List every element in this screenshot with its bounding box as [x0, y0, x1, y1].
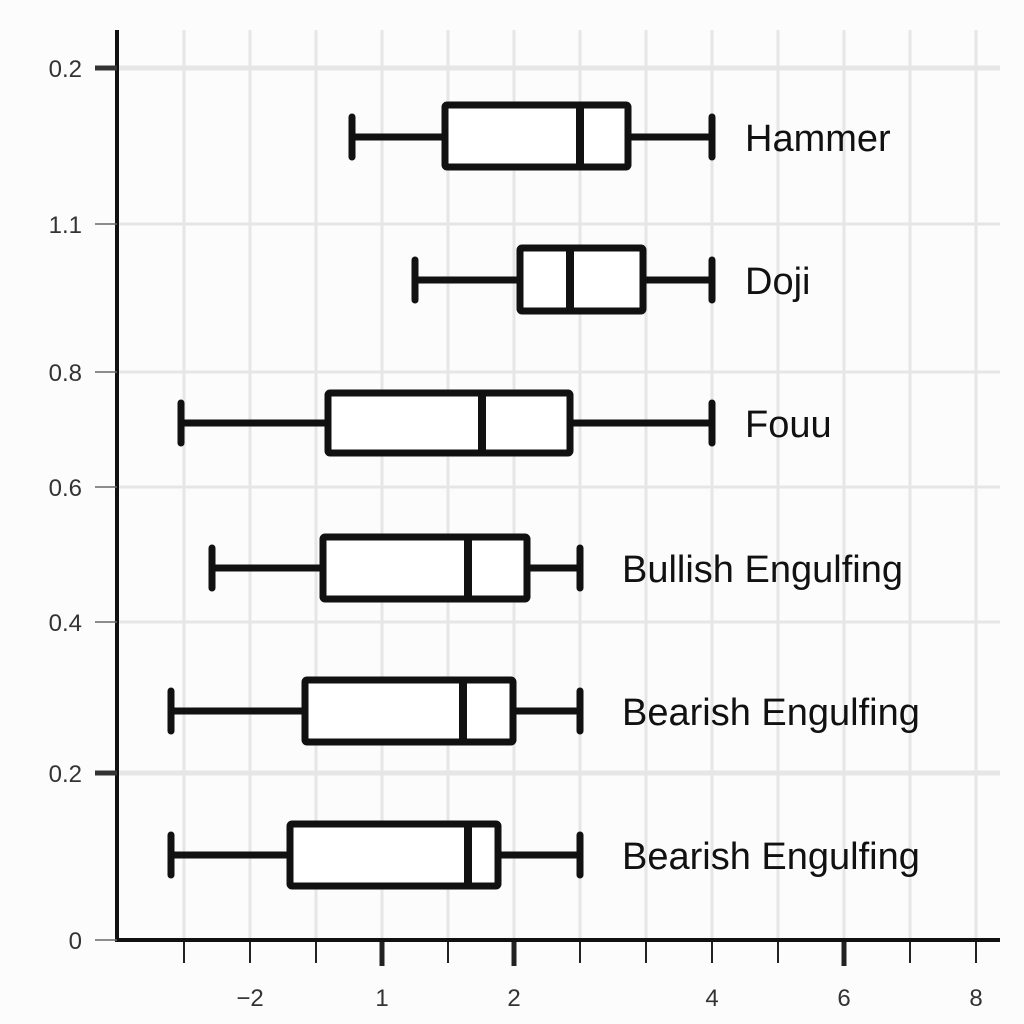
y-tick-label: 0.2: [49, 761, 82, 788]
x-tick-label: 8: [969, 985, 982, 1012]
y-axis-ticks: 0.2 1.1 0.8 0.6 0.4 0.2 0: [49, 56, 117, 955]
box-hammer: [348, 101, 716, 171]
y-tick-label: 0.6: [49, 475, 82, 502]
category-label: Bearish Engulfing: [622, 692, 920, 734]
category-label: Doji: [745, 261, 810, 303]
box-bearish-engulfing: [167, 676, 584, 746]
y-tick-label: 0.4: [49, 610, 82, 637]
x-tick-label: 1: [375, 985, 388, 1012]
iqr-box: [516, 244, 647, 315]
iqr-box: [286, 820, 502, 890]
y-tick-label: 1.1: [49, 212, 82, 239]
box-bearish-engulfing: [167, 820, 584, 890]
iqr-box: [301, 676, 517, 746]
category-label: Bullish Engulfing: [622, 549, 903, 591]
x-axis-ticks: −2 1 2 4 6 8: [183, 942, 983, 1012]
box-fouu: [177, 389, 716, 457]
x-tick-label: −2: [236, 985, 263, 1012]
category-label: Fouu: [745, 404, 832, 446]
category-label: Bearish Engulfing: [622, 836, 920, 878]
category-labels: Hammer Doji Fouu Bullish Engulfing Bearish E…: [622, 118, 920, 878]
iqr-box: [319, 533, 531, 603]
x-tick-label: 2: [507, 985, 520, 1012]
grid-lines: [119, 30, 1000, 940]
y-tick-label: 0: [69, 928, 82, 955]
iqr-box: [441, 101, 632, 171]
x-tick-label: 4: [705, 985, 718, 1012]
axes: [115, 30, 1000, 942]
y-tick-label: 0.2: [49, 56, 82, 83]
y-tick-label: 0.8: [49, 360, 82, 387]
iqr-box: [324, 389, 574, 457]
box-series: [167, 101, 716, 890]
box-bullish-engulfing: [208, 533, 584, 603]
category-label: Hammer: [745, 118, 891, 160]
box-doji: [411, 244, 716, 315]
x-tick-label: 6: [837, 985, 850, 1012]
